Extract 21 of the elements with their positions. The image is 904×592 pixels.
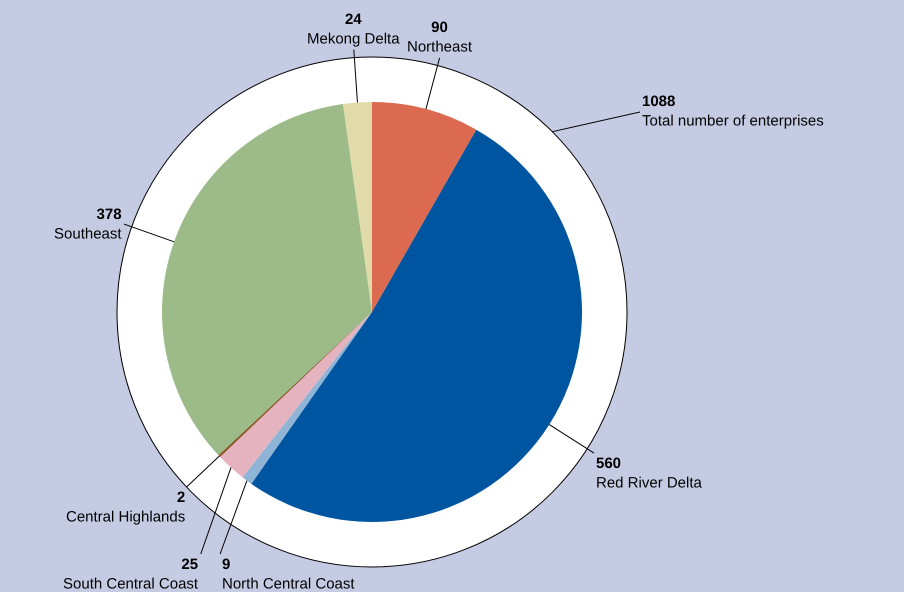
data-label: 90: [431, 19, 448, 36]
slice-label: Southeast: [54, 226, 122, 242]
text: Total number of enterprises: [642, 112, 824, 130]
data-label: 24: [344, 11, 362, 28]
pie-slice: [242, 312, 372, 484]
slice-label: Red River Delta: [596, 474, 703, 492]
data-label: 378: [96, 206, 122, 223]
slice-label: Central Highlands: [66, 508, 186, 526]
slice-label: Mekong Delta: [307, 30, 400, 48]
slice-label: South Central Coast: [63, 576, 199, 592]
pie-slice: [372, 102, 476, 312]
text: 1088: [642, 93, 676, 110]
slice-label: Northeast: [407, 38, 473, 56]
pie-slice: [162, 104, 372, 456]
data-label: 560: [596, 455, 622, 472]
data-label: 25: [181, 556, 198, 573]
slice-label: North Central Coast: [222, 576, 356, 592]
data-label: 9: [222, 556, 230, 573]
pie-slice: [342, 102, 372, 312]
data-label: 2: [176, 489, 186, 506]
pie-slice: [251, 130, 582, 522]
